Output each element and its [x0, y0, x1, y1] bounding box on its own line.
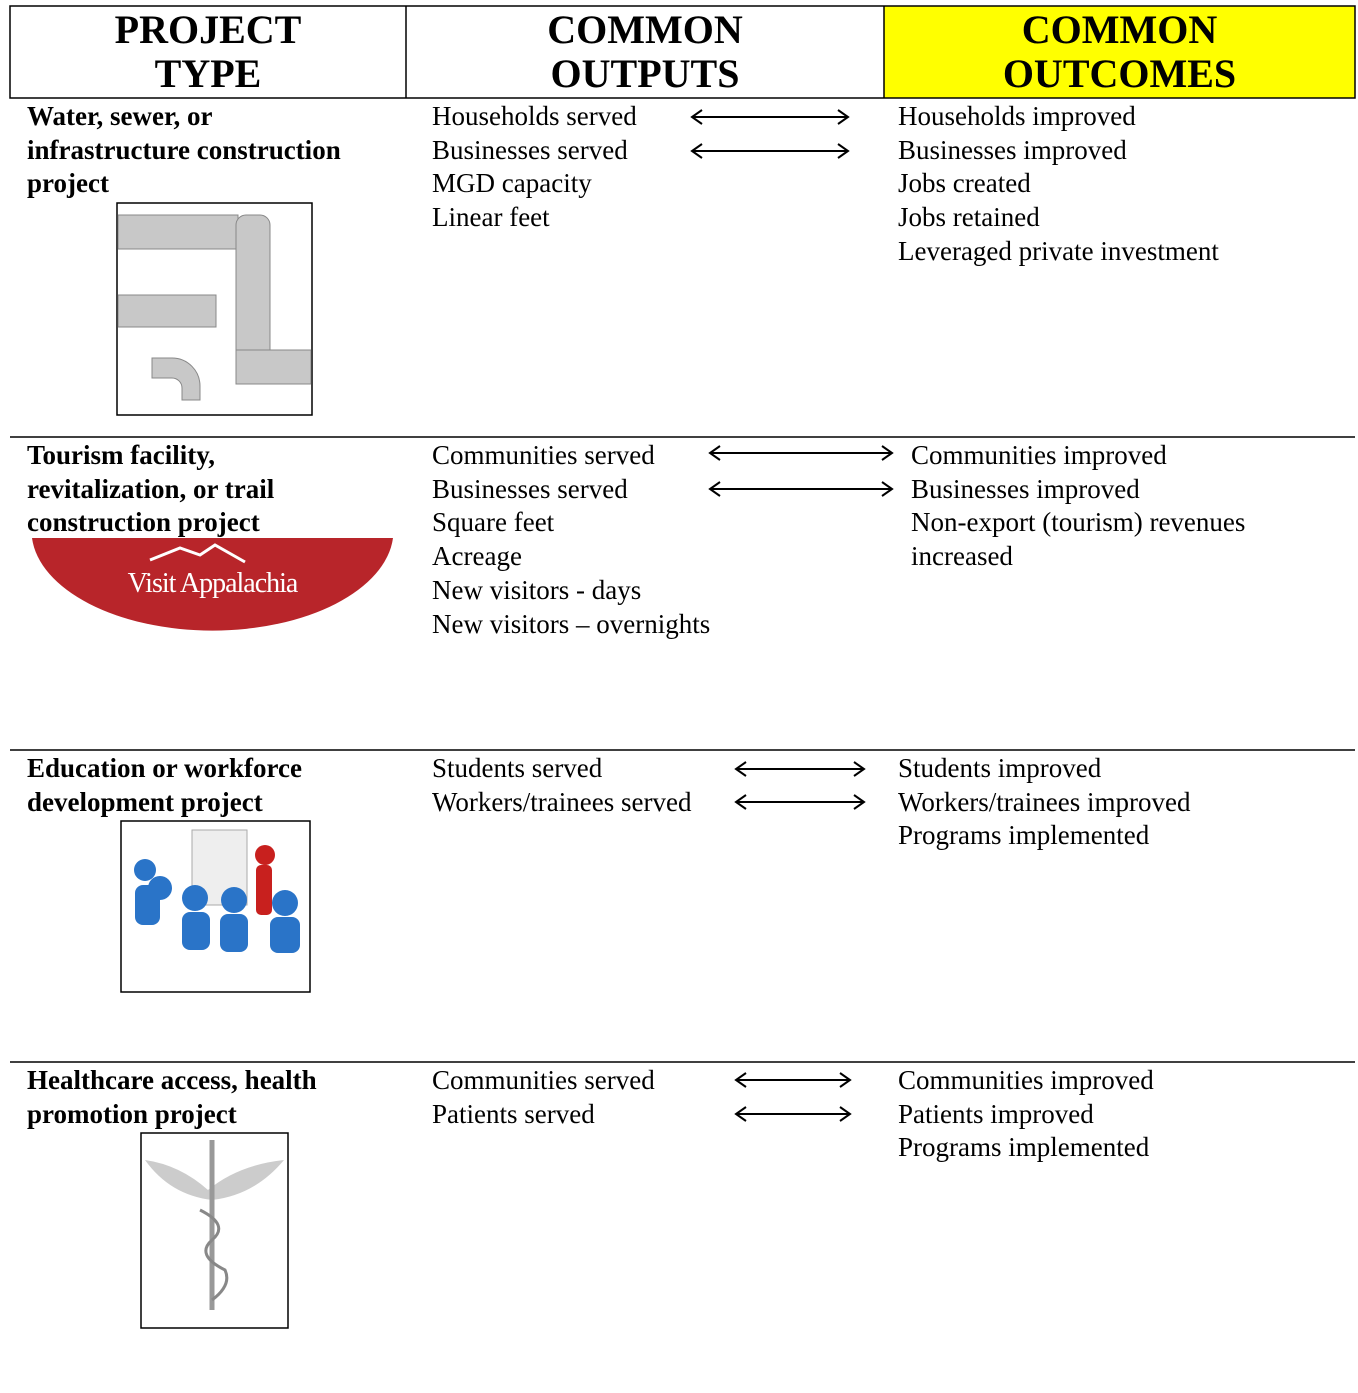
project-line: infrastructure construction [27, 134, 341, 165]
outcomes-line: Non-export (tourism) revenues [911, 507, 1246, 538]
outputs-cell: Students served Workers/trainees served [432, 752, 691, 819]
project-line: Tourism facility, [27, 440, 216, 470]
outputs-line: Communities served [432, 440, 655, 470]
header-cell: COMMON OUTCOMES [884, 8, 1355, 96]
outputs-line: Businesses served [432, 134, 628, 165]
project-line: development project [27, 786, 263, 817]
outputs-line: MGD capacity [432, 168, 592, 199]
outcomes-line: Programs implemented [898, 1132, 1150, 1163]
outcomes-line: Businesses improved [898, 134, 1127, 165]
outcomes-line: Students improved [898, 753, 1102, 783]
outputs-line: Households served [432, 101, 637, 131]
outputs-line: Square feet [432, 507, 555, 538]
outcomes-line: Workers/trainees improved [898, 786, 1191, 817]
outputs-line: Linear feet [432, 202, 550, 233]
logo-text: Visit Appalachia [127, 568, 299, 599]
project-line: Education or workforce [27, 753, 302, 783]
project-cell: Water, sewer, or infrastructure construct… [27, 100, 341, 201]
outcomes-line: Businesses improved [911, 473, 1140, 504]
project-cell: Tourism facility, revitalization, or trai… [27, 439, 274, 540]
header-cell: PROJECT TYPE [10, 8, 406, 96]
header-cell: COMMON OUTPUTS [406, 8, 884, 96]
header-text: PROJECT [114, 7, 302, 52]
outputs-cell: Communities served Businesses served Squar… [432, 439, 710, 641]
outputs-line: Students served [432, 753, 603, 783]
outcomes-cell: Communities improved Businesses improved N… [911, 439, 1245, 574]
outcomes-line: Jobs retained [898, 202, 1040, 233]
outputs-cell: Communities served Patients served [432, 1064, 655, 1131]
outcomes-cell: Students improved Workers/trainees improv… [898, 752, 1190, 853]
header-text: OUTPUTS [550, 51, 740, 96]
outputs-cell: Households served Businesses served MGD ca… [432, 100, 637, 235]
outputs-line: Workers/trainees served [432, 786, 692, 817]
header-text: OUTCOMES [1002, 51, 1237, 96]
outcomes-line: Leveraged private investment [898, 235, 1219, 266]
outcomes-line: Communities improved [911, 440, 1167, 470]
outcomes-line: Patients improved [898, 1098, 1094, 1129]
outputs-line: Acreage [432, 541, 522, 572]
outcomes-line: Households improved [898, 101, 1136, 131]
outputs-line: New visitors - days [432, 574, 642, 605]
outcomes-cell: Communities improved Patients improved Pro… [898, 1064, 1154, 1165]
outcomes-line: Communities improved [898, 1065, 1154, 1095]
header-text: COMMON [1021, 7, 1218, 52]
outcomes-line: Programs implemented [898, 820, 1150, 851]
project-line: Water, sewer, or [27, 101, 213, 131]
project-line: Healthcare access, health [27, 1065, 317, 1095]
outcomes-line: increased [911, 541, 1013, 572]
outcomes-line: Jobs created [898, 168, 1031, 199]
project-line: promotion project [27, 1098, 237, 1129]
outputs-line: Businesses served [432, 473, 628, 504]
project-cell: Healthcare access, health promotion proje… [27, 1064, 317, 1131]
header-text: TYPE [154, 51, 262, 96]
project-cell: Education or workforce development projec… [27, 752, 302, 819]
project-line: revitalization, or trail [27, 473, 275, 504]
project-line: project [27, 168, 109, 199]
project-line: construction project [27, 507, 260, 538]
header-text: COMMON [547, 7, 743, 52]
outcomes-cell: Households improved Businesses improved Jo… [898, 100, 1219, 269]
outputs-line: Patients served [432, 1098, 595, 1129]
outputs-line: New visitors – overnights [432, 608, 711, 639]
outputs-line: Communities served [432, 1065, 655, 1095]
